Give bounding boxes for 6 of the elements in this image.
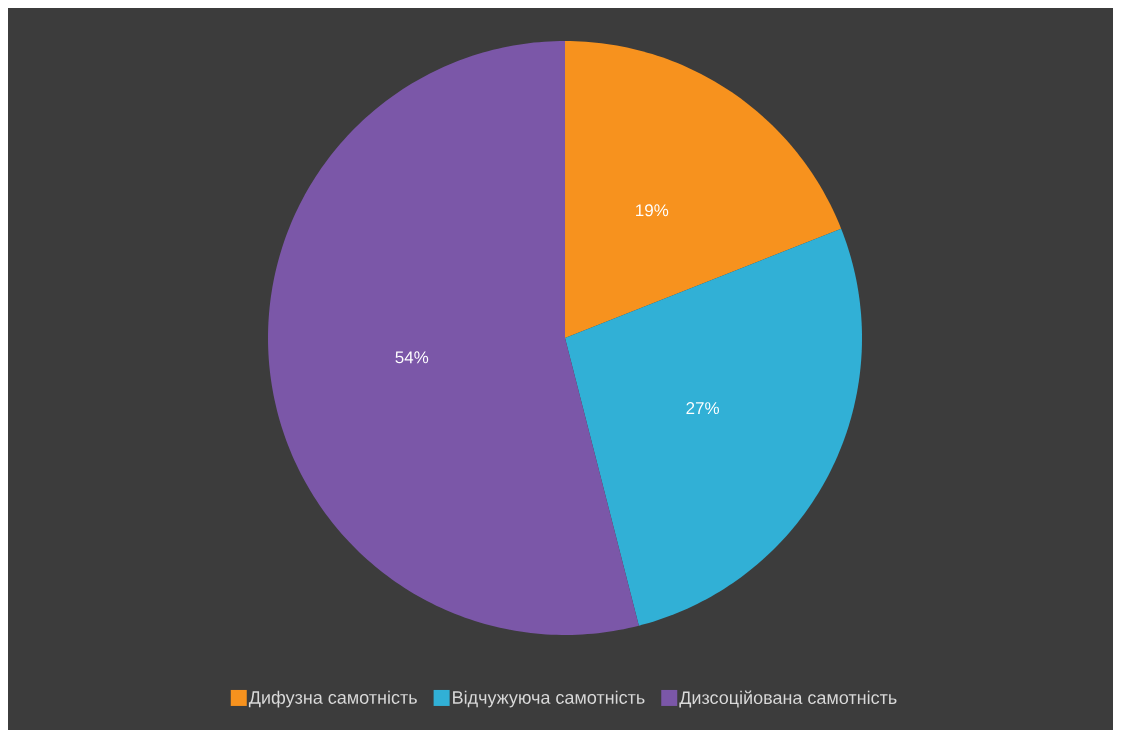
legend-label: Дифузна самотність xyxy=(248,690,417,708)
legend-label: Відчужуюча самотність xyxy=(453,690,645,708)
data-label: 19% xyxy=(636,204,669,217)
data-label: 54% xyxy=(395,351,429,364)
data-label: 27% xyxy=(686,402,720,415)
legend-label: Дизсоційована самотність xyxy=(679,690,897,708)
